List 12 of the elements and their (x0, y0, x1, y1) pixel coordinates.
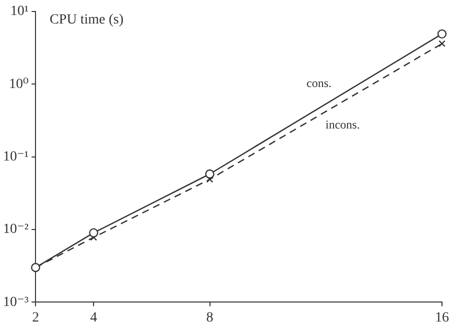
x-tick-label: 8 (206, 310, 214, 326)
y-tick-label: 10⁻¹ (2, 149, 29, 164)
y-tick-label: 10⁰ (8, 76, 29, 92)
x-tick-label: 4 (90, 310, 98, 326)
series-label: cons. (306, 76, 332, 90)
y-tick-label: 10⁻³ (2, 294, 29, 310)
series-label: incons. (325, 118, 360, 132)
y-axis-title: CPU time (s) (50, 12, 124, 28)
y-tick-label: 10⁻² (2, 222, 29, 238)
x-tick-label: 16 (435, 310, 449, 326)
x-tick-label: 2 (32, 310, 40, 326)
y-tick-label: 10¹ (10, 4, 29, 20)
